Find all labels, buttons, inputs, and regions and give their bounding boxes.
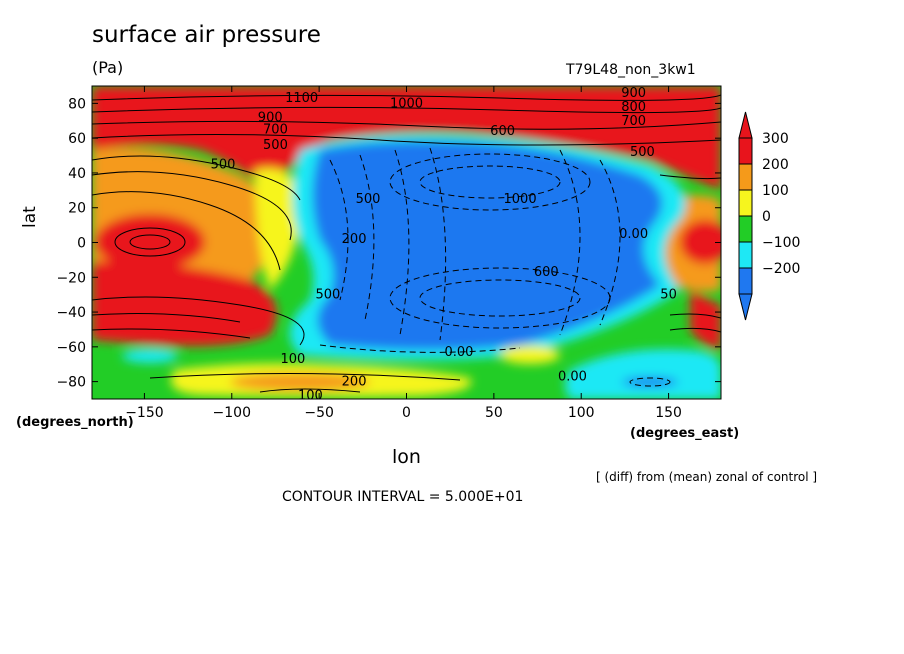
- x-tick-label: 0: [402, 405, 411, 421]
- contour-label: 900: [258, 110, 283, 125]
- diff-note: [ (diff) from (mean) zonal of control ]: [596, 470, 818, 484]
- contour-label: 1100: [285, 91, 318, 106]
- colorbar-label: 200: [762, 157, 789, 173]
- x-tick-label: −150: [125, 405, 163, 421]
- colorbar-label: −200: [762, 261, 800, 277]
- y-tick-label: −60: [56, 340, 86, 356]
- contour-label: 0.00: [444, 345, 473, 360]
- contour-label: 800: [621, 100, 646, 115]
- chart-title: surface air pressure: [92, 22, 321, 48]
- y-tick-label: 60: [68, 131, 86, 147]
- contour-label: 500: [263, 138, 288, 153]
- colorbar-swatch: [738, 241, 753, 269]
- x-axis-unit: (degrees_east): [630, 426, 740, 441]
- contour-label: 700: [263, 122, 288, 137]
- x-tick-label: 150: [655, 405, 682, 421]
- contour-label: 700: [621, 114, 646, 129]
- chart-units: (Pa): [92, 58, 124, 77]
- contour-label: 500: [211, 157, 236, 172]
- colorbar-label: 0: [762, 209, 771, 225]
- contour-label: 600: [490, 124, 515, 139]
- y-tick-label: 0: [77, 236, 86, 252]
- x-axis-ticks: −150 −100 −50 0 50 100 150: [125, 86, 682, 421]
- contour-label: 1000: [504, 192, 537, 207]
- x-axis-label: lon: [392, 446, 421, 468]
- colorbar-label: 100: [762, 183, 789, 199]
- colorbar-swatch: [738, 215, 753, 243]
- x-tick-label: 50: [485, 405, 503, 421]
- run-id-label: T79L48_non_3kw1: [566, 62, 696, 78]
- contour-label: 500: [356, 192, 381, 207]
- contour-interval-label: CONTOUR INTERVAL = 5.000E+01: [282, 489, 524, 505]
- colorbar-over-arrow: [738, 111, 753, 139]
- contour-label: 500: [630, 145, 655, 160]
- x-tick-label: 100: [568, 405, 595, 421]
- y-tick-label: −40: [56, 305, 86, 321]
- colorbar-swatch: [738, 137, 753, 165]
- contour-label: 200: [342, 232, 367, 247]
- contour-label: 50: [660, 288, 677, 303]
- colorbar-under-arrow: [738, 293, 753, 321]
- contour-label: 0.00: [558, 369, 587, 384]
- x-tick-label: −50: [304, 405, 334, 421]
- colorbar: 300 200 100 0 −100 −200: [738, 111, 800, 321]
- contour-label: 100: [298, 389, 323, 404]
- y-axis-unit: (degrees_north): [16, 415, 134, 430]
- contour-label: 600: [534, 265, 559, 280]
- colorbar-label: 300: [762, 131, 789, 147]
- x-tick-label: −100: [213, 405, 251, 421]
- y-tick-label: −80: [56, 375, 86, 391]
- colorbar-swatch: [738, 189, 753, 217]
- colorbar-swatch: [738, 267, 753, 295]
- y-tick-label: 20: [68, 201, 86, 217]
- y-tick-label: 80: [68, 96, 86, 112]
- contour-label: 200: [342, 375, 367, 390]
- contour-label: 900: [621, 86, 646, 101]
- contour-label: 0.00: [619, 227, 648, 242]
- contour-label: 500: [315, 288, 340, 303]
- y-tick-label: 40: [68, 166, 86, 182]
- colorbar-swatch: [738, 163, 753, 191]
- colorbar-label: −100: [762, 235, 800, 251]
- contour-label: 1000: [390, 96, 423, 111]
- y-tick-label: −20: [56, 270, 86, 286]
- contour-label: 100: [281, 352, 306, 367]
